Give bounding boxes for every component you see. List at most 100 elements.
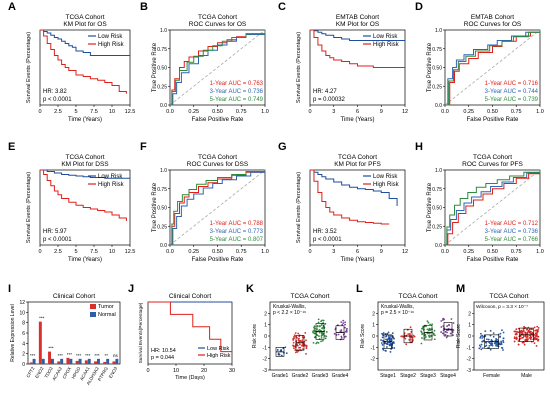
x-axis-label-J: Time (Days): [175, 375, 205, 381]
km-curve-E-low: [40, 169, 130, 179]
bar-tumor-ENO2: [38, 321, 42, 364]
data-point-K-Grade3: [320, 336, 323, 339]
legend-swatch-tumor: [90, 304, 96, 309]
category-label-CPOX: CPOX: [62, 366, 73, 380]
data-point-M-Female: [502, 339, 505, 342]
y-tick-label-M: 1: [468, 323, 471, 329]
category-label-ACAA1: ACAA1: [79, 366, 91, 382]
data-point-K-Grade2: [305, 352, 307, 355]
y-tick-label-F: 0.75: [157, 187, 167, 193]
data-point-M-Male: [526, 335, 529, 338]
y-tick-label-K: 2: [264, 311, 267, 317]
data-point-L-Stage4: [440, 326, 443, 328]
data-point-K-Grade2: [292, 339, 295, 341]
x-tick-label-A: 5: [74, 109, 77, 115]
data-point-K-Grade3: [314, 330, 317, 333]
data-point-K-Grade2: [296, 351, 299, 353]
y-tick-label-F: 1.0: [160, 168, 167, 174]
panel-title-J: Clinical Cohort: [169, 293, 211, 300]
y-tick-label-I: 4: [22, 341, 25, 347]
data-point-L-Stage4: [444, 333, 447, 336]
y-tick-label-K: -3: [263, 368, 268, 374]
data-point-L-Stage1: [387, 335, 390, 337]
data-point-M-Female: [485, 344, 488, 347]
data-point-L-Stage1: [380, 339, 382, 341]
legend-label-high-J: High Risk: [207, 353, 231, 359]
x-tick-label-F: 0.50: [212, 249, 223, 255]
panel-subtitle-F: ROC Curves for DSS: [187, 161, 249, 168]
data-point-M-Male: [533, 342, 536, 345]
data-point-M-Male: [521, 341, 524, 344]
km-curve-C-low: [310, 29, 405, 41]
x-tick-label-D: 0.25: [463, 109, 474, 115]
panel-title-K: TCGA Cohort: [290, 293, 329, 300]
x-tick-label-G: 9: [380, 249, 383, 255]
sig-mark-TDO2: ***: [48, 346, 54, 351]
y-tick-label-B: 0.75: [157, 47, 167, 53]
category-label-ENO2: ENO2: [34, 366, 45, 380]
data-point-M-Male: [514, 330, 517, 333]
data-point-M-Male: [537, 339, 540, 342]
panel-subtitle-E: KM Plot for DSS: [61, 161, 109, 168]
data-point-L-Stage1: [382, 332, 385, 334]
data-point-L-Stage4: [443, 318, 446, 321]
roc-curve-H-0: [445, 170, 541, 246]
data-point-L-Stage4: [444, 330, 447, 333]
sig-mark-ALDH3A2: ***: [94, 353, 100, 358]
data-point-L-Stage1: [389, 351, 392, 353]
data-point-L-Stage3: [433, 338, 436, 341]
panel-subtitle-D: ROC Curves for OS: [464, 21, 522, 28]
data-point-K-Grade2: [293, 336, 295, 338]
data-point-K-Grade2: [302, 345, 305, 347]
data-point-M-Female: [502, 349, 504, 351]
data-point-M-Female: [479, 345, 482, 348]
panel-subtitle-A: KM Plot for OS: [63, 21, 107, 28]
category-label-K-Grade1: Grade1: [272, 373, 289, 379]
y-tick-label-B: 0.0: [160, 103, 167, 109]
data-point-M-Female: [499, 332, 502, 335]
x-tick-label-H: 0.50: [487, 249, 498, 255]
data-point-M-Female: [481, 347, 484, 350]
x-tick-label-F: 0.0: [166, 249, 174, 255]
roc-diagonal-H: [444, 169, 541, 246]
auc-label-B-1: 3-Year AUC = 0.736: [210, 89, 264, 95]
roc-curve-B-2: [170, 30, 266, 106]
panel-subtitle-G: KM Plot for PFS: [334, 161, 381, 168]
data-point-L-Stage4: [452, 334, 454, 337]
data-point-K-Grade3: [322, 319, 325, 322]
data-point-K-Grade2: [302, 348, 304, 351]
stat-test-M: Wilcoxon, p = 3.3 × 10⁻⁷: [476, 304, 528, 310]
bar-normal-ACAA1: [87, 358, 91, 364]
legend-label-tumor: Tumor: [98, 304, 114, 310]
data-point-M-Female: [499, 336, 502, 338]
x-tick-label-A: 10: [109, 109, 115, 115]
x-axis-label-C: Time (Years): [341, 117, 375, 123]
x-tick-label-H: 0.0: [441, 249, 449, 255]
auc-label-F-0: 1-Year AUC = 0.788: [210, 221, 264, 227]
y-axis-label-C: Survival Events (Percentage): [296, 32, 302, 103]
y-tick-label-L: -1: [371, 345, 376, 351]
x-tick-label-F: 0.75: [236, 249, 247, 255]
data-point-K-Grade4: [341, 323, 344, 326]
p-value-text-E: p < 0.0001: [43, 237, 72, 243]
data-point-M-Male: [529, 335, 532, 338]
x-tick-label-H: 1.0: [536, 249, 544, 255]
data-point-M-Male: [535, 338, 538, 341]
data-point-L-Stage1: [387, 331, 390, 334]
panel-letter-L: L: [356, 283, 363, 295]
data-point-K-Grade3: [318, 335, 320, 337]
data-point-L-Stage4: [449, 332, 452, 335]
auc-label-F-1: 3-Year AUC = 0.773: [210, 229, 264, 235]
y-tick-label-F: 0.25: [157, 224, 167, 230]
data-point-M-Female: [496, 345, 499, 347]
data-point-L-Stage1: [391, 332, 394, 334]
data-point-K-Grade3: [312, 331, 315, 334]
x-tick-label-H: 0.75: [511, 249, 522, 255]
data-point-M-Male: [530, 328, 533, 330]
category-label-ACAA2: ACAA2: [51, 366, 63, 382]
y-tick-label-M: -2: [467, 357, 472, 363]
y-tick-label-M: 2: [468, 311, 471, 317]
x-tick-label-J: 30: [229, 368, 235, 374]
x-tick-label-D: 0.0: [441, 109, 449, 115]
